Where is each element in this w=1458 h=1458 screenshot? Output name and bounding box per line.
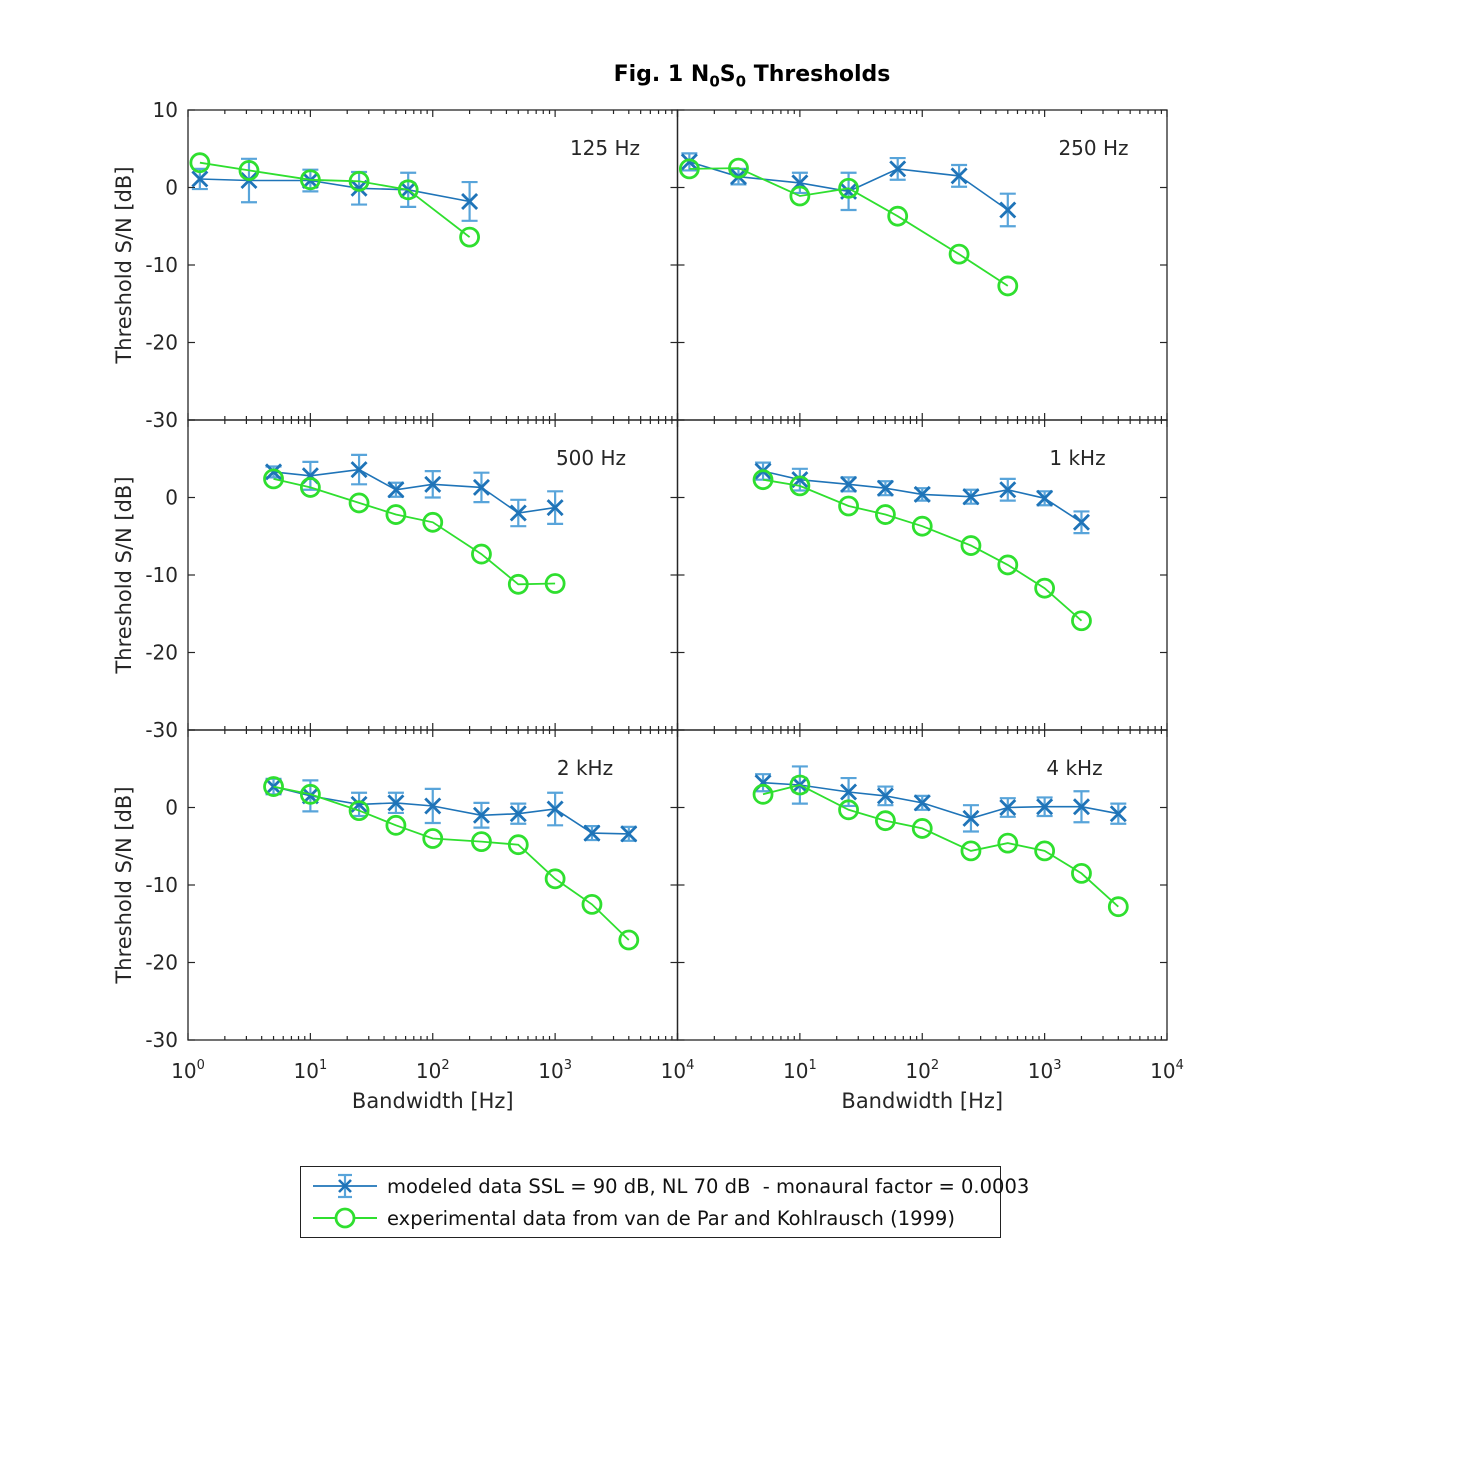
x-tick-label: 102: [416, 1058, 450, 1083]
axis-ticks: [187, 109, 679, 421]
y-tick-label: -10: [145, 563, 178, 587]
y-tick-label: -30: [145, 1028, 178, 1052]
legend-label-experimental: experimental data from van de Par and Ko…: [387, 1206, 955, 1230]
axis-ticks: [187, 729, 679, 1041]
panel-label-1-khz: 1 kHz: [1049, 446, 1105, 470]
x-tick-label: 100: [171, 1058, 205, 1083]
y-tick-label: 0: [165, 486, 178, 510]
x-tick-label: 101: [294, 1058, 328, 1083]
y-tick-label: -30: [145, 408, 178, 432]
y-tick-label: -20: [145, 331, 178, 355]
panel-label-2-khz: 2 kHz: [557, 756, 613, 780]
legend-label-modeled: modeled data SSL = 90 dB, NL 70 dB - mon…: [387, 1174, 1030, 1198]
y-tick-label: -20: [145, 951, 178, 975]
modeled-series: [265, 453, 564, 528]
axis-ticks: [676, 109, 1168, 421]
x-tick-label: 102: [905, 1058, 939, 1083]
x-axis-label: Bandwidth [Hz]: [841, 1089, 1003, 1113]
experimental-series: [678, 157, 1019, 297]
modeled-series: [754, 461, 1090, 535]
modeled-series: [265, 777, 638, 843]
title-subscript: 0: [735, 72, 747, 91]
axis-ticks: [676, 729, 1168, 1041]
panel-label-125-hz: 125 Hz: [570, 136, 640, 160]
subplot-4-khz: 4 kHz: [676, 729, 1168, 1041]
y-tick-label: -20: [145, 641, 178, 665]
subplot-125-hz: 125 Hz 10 0 -10 -20 -30: [145, 98, 679, 432]
y-tick-label: -30: [145, 718, 178, 742]
title-segment: Fig. 1 N: [613, 62, 710, 87]
title-subscript: 0: [709, 72, 720, 91]
experimental-series: [263, 776, 640, 951]
legend-entry-modeled: modeled data SSL = 90 dB, NL 70 dB - mon…: [301, 1170, 1029, 1202]
x-tick-label: 103: [538, 1058, 572, 1083]
x-tick-label: 101: [783, 1058, 817, 1083]
x-axis-label: Bandwidth [Hz]: [352, 1089, 514, 1113]
subplot-500-hz: 500 Hz 0 -10 -20 -30: [145, 419, 679, 742]
legend-entry-experimental: experimental data from van de Par and Ko…: [301, 1202, 1000, 1234]
x-tick-label: 103: [1028, 1058, 1062, 1083]
y-tick-label: 0: [165, 176, 178, 200]
y-tick-label: -10: [145, 253, 178, 277]
title-segment: Thresholds: [746, 62, 891, 87]
experimental-series: [752, 774, 1129, 918]
title-segment: S: [719, 62, 736, 87]
experimental-series: [263, 468, 566, 595]
experimental-series: [189, 152, 480, 248]
legend: modeled data SSL = 90 dB, NL 70 dB - mon…: [300, 1166, 1029, 1238]
figure-title: Fig. 1 N0S0 Thresholds: [614, 62, 891, 90]
subplot-2-khz: 2 kHz 0 -10 -20 -30: [145, 729, 679, 1052]
x-tick-label: 104: [661, 1058, 695, 1083]
y-tick-label: -10: [145, 873, 178, 897]
x-tick-label: 104: [1150, 1058, 1184, 1083]
y-axis-label: Threshold S/N [dB]: [112, 166, 136, 364]
experimental-series: [752, 469, 1092, 632]
modeled-errorbar-marker-icon: [313, 1173, 377, 1199]
panel-label-500-hz: 500 Hz: [556, 446, 626, 470]
subplot-1-khz: 1 kHz: [676, 419, 1168, 731]
y-axis-label: Threshold S/N [dB]: [112, 786, 136, 984]
subplot-250-hz: 250 Hz: [676, 109, 1168, 421]
experimental-circle-marker-icon: [313, 1207, 377, 1229]
y-axis-label: Threshold S/N [dB]: [112, 476, 136, 674]
panel-label-4-khz: 4 kHz: [1046, 756, 1102, 780]
y-tick-label: 0: [165, 796, 178, 820]
y-tick-label: 10: [153, 98, 178, 122]
panel-label-250-hz: 250 Hz: [1058, 136, 1128, 160]
